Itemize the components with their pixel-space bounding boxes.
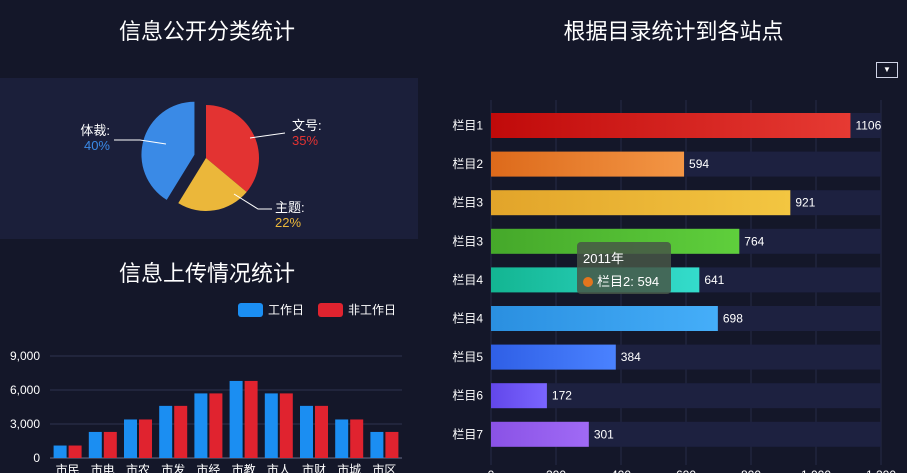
- bar: [491, 113, 851, 138]
- y-tick-label: 栏目4: [452, 272, 483, 287]
- column-bar: [209, 393, 223, 458]
- bar: [491, 306, 718, 331]
- pie-chart: 文号:35% 主题:22% 体裁:40%: [80, 101, 322, 230]
- y-tick-label: 9,000: [10, 349, 40, 363]
- pie-slice: [141, 101, 195, 200]
- tooltip-row: 栏目2: 594: [583, 271, 665, 290]
- bar: [491, 421, 589, 447]
- pie-slice-percent: 22%: [275, 215, 301, 230]
- y-tick-label: 0: [33, 451, 40, 465]
- tooltip-value: 594: [637, 274, 660, 289]
- legend-swatch: [238, 303, 263, 317]
- bar-value-label: 594: [689, 157, 709, 171]
- column-bar: [159, 405, 173, 458]
- column-bar: [350, 419, 364, 458]
- column-bar: [194, 393, 208, 458]
- legend-label: 工作日: [268, 303, 304, 317]
- column-bar: [315, 405, 328, 458]
- chart-tooltip: 2011年 栏目2: 594: [577, 242, 671, 294]
- x-tick-label: 400: [611, 468, 631, 473]
- pie-slice: [206, 105, 259, 192]
- bar: [491, 151, 685, 177]
- column-bar: [103, 431, 117, 458]
- bar-value-label: 641: [704, 273, 724, 287]
- bar: [491, 190, 791, 216]
- x-tick-label: 市经: [196, 462, 220, 473]
- x-tick-label: 200: [546, 468, 566, 473]
- pie-slice-label: 主题:: [275, 200, 305, 215]
- pie-label-line: [233, 193, 272, 210]
- x-tick-label: 1,000: [801, 468, 831, 473]
- x-tick-label: 市区: [372, 462, 396, 473]
- bar-value-label: 764: [744, 234, 764, 248]
- y-tick-label: 栏目3: [452, 233, 483, 248]
- bar-value-label: 698: [723, 312, 743, 326]
- dropdown-toggle[interactable]: ▼: [876, 62, 898, 78]
- column-bar: [244, 380, 258, 458]
- bar: [491, 344, 616, 370]
- x-tick-label: 600: [676, 468, 696, 473]
- pie-label-line: [249, 132, 286, 139]
- y-tick-label: 栏目7: [452, 426, 483, 441]
- y-tick-label: 栏目1: [452, 118, 483, 133]
- pie-chart-title: 信息公开分类统计: [118, 19, 295, 44]
- tooltip-marker: [583, 277, 593, 287]
- column-bar: [335, 419, 349, 458]
- chevron-down-icon[interactable]: ▼: [883, 65, 891, 74]
- x-tick-label: 市人: [267, 462, 291, 473]
- x-tick-label: 市财: [302, 462, 326, 473]
- column-bar: [174, 405, 188, 458]
- column-bar: [385, 431, 399, 458]
- legend-label: 非工作日: [348, 303, 396, 317]
- x-tick-label: 市农: [126, 462, 150, 473]
- y-tick-label: 6,000: [10, 383, 40, 397]
- bar-value-label: 384: [621, 350, 641, 364]
- pie-label-line: [114, 139, 167, 145]
- column-bar: [68, 445, 82, 458]
- column-bar: [300, 405, 313, 458]
- x-tick-label: 市发: [161, 462, 185, 473]
- pie-slice-percent: 35%: [292, 133, 318, 148]
- bar: [491, 383, 547, 409]
- tooltip-header: 2011年: [583, 251, 624, 266]
- y-tick-label: 栏目4: [452, 311, 483, 326]
- x-tick-label: 1,200: [866, 468, 896, 473]
- x-tick-label: 0: [488, 468, 495, 473]
- y-tick-label: 栏目3: [452, 195, 483, 210]
- column-bar: [229, 380, 243, 458]
- column-bar: [139, 419, 152, 458]
- y-tick-label: 栏目6: [452, 388, 483, 403]
- x-tick-label: 800: [741, 468, 761, 473]
- pie-slice-percent: 40%: [84, 138, 110, 153]
- upload-column-chart: 工作日 非工作日03,0006,0009,000市民 市电 市农 市发 市经 市教 市人 市财市…: [10, 303, 402, 473]
- pie-slice-label: 文号:: [292, 118, 322, 133]
- x-tick-label: 市民: [56, 462, 80, 473]
- column-bar: [279, 393, 293, 458]
- column-bar: [370, 431, 384, 458]
- bar-value-label: 172: [552, 389, 572, 403]
- y-tick-label: 栏目2: [452, 156, 483, 171]
- bar-chart-title: 根据目录统计到各站点: [563, 19, 784, 44]
- legend-swatch: [318, 303, 343, 317]
- station-bar-chart: 0 200 400 600 800 1,000 1,200 栏目1 1106 栏目2 594 栏目3 9…: [452, 100, 896, 473]
- x-tick-label: 市教: [232, 462, 256, 473]
- column-bar: [53, 445, 67, 458]
- bar-value-label: 301: [594, 427, 614, 441]
- bar-track: [491, 383, 881, 409]
- tooltip-series: 栏目2: [597, 274, 631, 289]
- column-bar: [124, 419, 137, 458]
- x-tick-label: 市城: [337, 462, 361, 473]
- bar-value-label: 921: [795, 196, 815, 210]
- column-bar: [88, 431, 102, 458]
- bar-value-label: 1106: [855, 119, 881, 133]
- column-bar: [264, 393, 278, 458]
- y-tick-label: 栏目5: [452, 349, 483, 364]
- pie-slice-label: 体裁:: [80, 123, 110, 138]
- upload-chart-title: 信息上传情况统计: [118, 261, 295, 286]
- x-tick-label: 市电: [91, 462, 115, 473]
- y-tick-label: 3,000: [10, 417, 40, 431]
- pie-slice: [178, 158, 247, 211]
